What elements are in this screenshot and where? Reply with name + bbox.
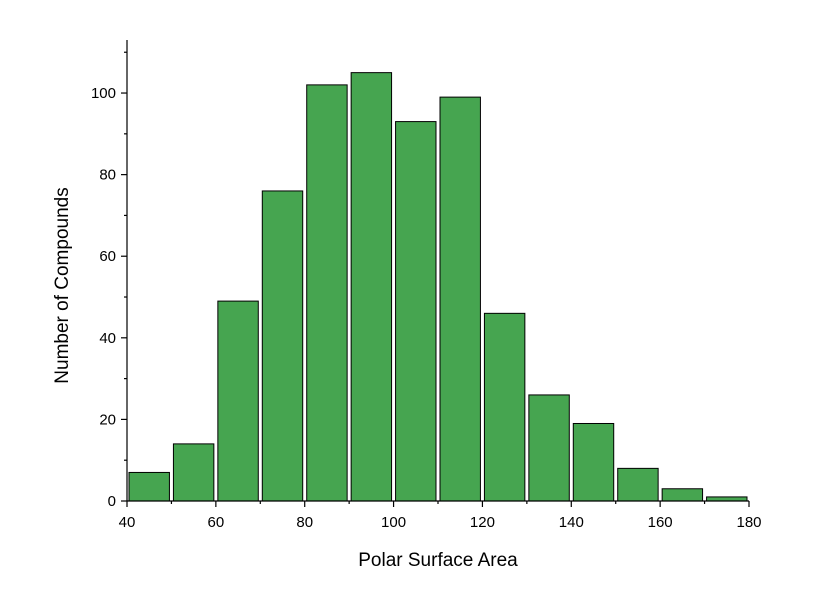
x-tick-label: 80 <box>296 514 313 531</box>
y-tick-label: 20 <box>99 411 116 428</box>
x-tick-label: 60 <box>208 514 225 531</box>
bar-40-50 <box>128 471 170 502</box>
bar-120-130 <box>483 312 526 502</box>
x-tick-label: 140 <box>559 514 584 531</box>
bar-100-110 <box>395 121 437 502</box>
x-tick-label: 100 <box>381 514 406 531</box>
bar-140-150 <box>572 422 615 502</box>
bar-50-60 <box>172 443 215 502</box>
bar-150-160 <box>617 467 659 502</box>
y-tick-label: 100 <box>91 85 116 102</box>
axes-group: 40 60 80 100 120 140 160 180 0 20 40 60 80 100 <box>91 40 762 531</box>
x-tick-label: 180 <box>736 514 761 531</box>
bar-70-80 <box>261 190 304 502</box>
y-tick-label: 80 <box>99 167 116 184</box>
bars-group <box>128 72 748 502</box>
x-tick-label: 120 <box>470 514 495 531</box>
y-axis-title: Number of Compounds <box>52 187 73 383</box>
bar-130-140 <box>528 394 570 502</box>
y-tick-label: 0 <box>108 493 116 510</box>
y-tick-label: 40 <box>99 330 116 347</box>
bar-90-100 <box>350 72 393 502</box>
bar-170-180 <box>706 496 748 502</box>
bar-160-170 <box>661 488 704 502</box>
bar-60-70 <box>217 300 259 502</box>
x-tick-label: 160 <box>648 514 673 531</box>
bar-80-90 <box>306 84 348 502</box>
y-tick-label: 60 <box>99 248 116 265</box>
x-tick-label: 40 <box>119 514 136 531</box>
x-axis-title: Polar Surface Area <box>358 550 518 571</box>
bar-110-120 <box>439 96 481 502</box>
